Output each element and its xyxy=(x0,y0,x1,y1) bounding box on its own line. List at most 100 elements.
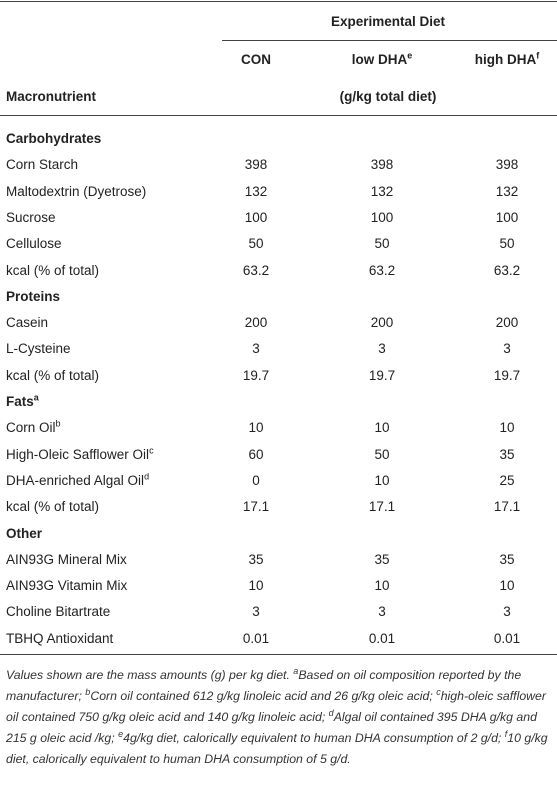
cell-value: 10 xyxy=(499,578,515,594)
cell-value: 19.7 xyxy=(242,367,270,383)
superscript: e xyxy=(407,50,413,61)
row-label: kcal (% of total) xyxy=(6,368,99,384)
row-label: DHA-enriched Algal Oild xyxy=(6,472,149,489)
cell-value: 0.01 xyxy=(242,630,270,646)
cell-value: 200 xyxy=(495,315,519,331)
footnote-marker: b xyxy=(85,686,91,697)
cell-value: 50 xyxy=(248,236,264,252)
footnote-text: Values shown are the mass amounts (g) pe… xyxy=(6,668,294,682)
row-label-text: Choline Bitartrate xyxy=(6,604,111,620)
footnote-text: Based on oil composition reported by the… xyxy=(6,668,522,703)
cell-value: 63.2 xyxy=(493,262,521,278)
section-title-text: Other xyxy=(6,525,43,541)
cell-value: 50 xyxy=(374,236,390,252)
row-label: AIN93G Vitamin Mix xyxy=(6,578,127,594)
cell-value: 398 xyxy=(244,157,268,173)
column-header-text: CON xyxy=(241,52,271,67)
row-label-text: DHA-enriched Algal Oil xyxy=(6,472,145,488)
row-label-text: kcal (% of total) xyxy=(6,262,100,278)
row-label: kcal (% of total) xyxy=(6,263,99,279)
row-label-text: kcal (% of total) xyxy=(6,499,100,515)
column-header-text: high DHA xyxy=(474,52,537,67)
cell-value: 100 xyxy=(244,209,268,225)
section-title: Proteins xyxy=(6,289,60,305)
cell-value: 0 xyxy=(252,472,260,488)
group-rule xyxy=(222,40,557,41)
cell-value: 398 xyxy=(495,157,519,173)
row-label-text: Corn Oil xyxy=(6,420,56,436)
row-label-text: Maltodextrin (Dyetrose) xyxy=(6,183,147,199)
superscript: b xyxy=(55,418,61,429)
cell-value: 50 xyxy=(499,236,515,252)
cell-value: 0.01 xyxy=(368,630,396,646)
cell-value: 10 xyxy=(248,578,264,594)
footnote-marker: c xyxy=(436,686,441,697)
footnote-marker: f xyxy=(504,728,508,739)
cell-value: 60 xyxy=(248,446,264,462)
section-title: Carbohydrates xyxy=(6,131,101,147)
row-label-text: High-Oleic Safflower Oil xyxy=(6,446,150,462)
cell-value: 398 xyxy=(370,157,394,173)
row-label: Choline Bitartrate xyxy=(6,604,110,620)
row-label-text: AIN93G Vitamin Mix xyxy=(6,578,128,594)
cell-value: 10 xyxy=(499,420,515,436)
cell-value: 100 xyxy=(370,209,394,225)
cell-value: 35 xyxy=(499,446,515,462)
cell-value: 3 xyxy=(503,341,511,357)
bottom-rule xyxy=(0,654,557,655)
row-label: Maltodextrin (Dyetrose) xyxy=(6,184,146,200)
cell-value: 17.1 xyxy=(493,499,521,515)
cell-value: 200 xyxy=(370,315,394,331)
cell-value: 63.2 xyxy=(368,262,396,278)
row-label-text: Sucrose xyxy=(6,209,56,225)
footnote-text: Corn oil contained 612 g/kg linoleic aci… xyxy=(90,689,437,703)
top-rule xyxy=(0,1,557,2)
cell-value: 10 xyxy=(374,420,390,436)
column-header-text: low DHA xyxy=(351,52,408,67)
footnote: Values shown are the mass amounts (g) pe… xyxy=(6,665,552,770)
row-label: High-Oleic Safflower Oilc xyxy=(6,445,154,463)
superscript: a xyxy=(33,392,39,403)
cell-value: 17.1 xyxy=(368,499,396,515)
footnote-text: Algal oil contained 395 DHA g/kg and 215… xyxy=(6,710,537,745)
superscript: c xyxy=(149,445,154,456)
section-title-text: Fats xyxy=(6,394,34,409)
cell-value: 200 xyxy=(244,315,268,331)
cell-value: 35 xyxy=(499,551,515,567)
cell-value: 10 xyxy=(248,420,264,436)
superscript: f xyxy=(536,50,540,61)
row-label-text: L-Cysteine xyxy=(6,341,71,357)
row-header: Macronutrient xyxy=(6,89,97,104)
cell-value: 3 xyxy=(378,604,386,620)
cell-value: 19.7 xyxy=(493,367,521,383)
footnote-marker: e xyxy=(118,728,124,739)
section-title-text: Carbohydrates xyxy=(6,131,102,146)
section-title-text: Proteins xyxy=(6,288,61,304)
column-header: CON xyxy=(241,52,271,68)
row-label: TBHQ Antioxidant xyxy=(6,631,113,647)
column-header: low DHAe xyxy=(351,50,413,68)
footnote-marker: d xyxy=(328,707,334,718)
cell-value: 3 xyxy=(252,341,260,357)
footnote-text: high-oleic safflower oil contained 750 g… xyxy=(6,689,546,724)
row-label: Cellulose xyxy=(6,236,62,252)
row-label: AIN93G Mineral Mix xyxy=(6,552,127,568)
cell-value: 19.7 xyxy=(368,367,396,383)
cell-value: 3 xyxy=(503,604,511,620)
unit-label: (g/kg total diet) xyxy=(339,89,437,104)
row-label: Casein xyxy=(6,315,48,331)
footnote-text: 4g/kg diet, calorically equivalent to hu… xyxy=(123,731,505,745)
cell-value: 50 xyxy=(374,446,390,462)
section-title: Other xyxy=(6,526,42,542)
cell-value: 3 xyxy=(252,604,260,620)
cell-value: 63.2 xyxy=(242,262,270,278)
cell-value: 35 xyxy=(248,551,264,567)
cell-value: 132 xyxy=(244,183,268,199)
row-label: Corn Starch xyxy=(6,157,78,173)
cell-value: 0.01 xyxy=(493,630,521,646)
row-label-text: Cellulose xyxy=(6,236,62,252)
group-title: Experimental Diet xyxy=(330,14,446,29)
cell-value: 35 xyxy=(374,551,390,567)
header-rule xyxy=(0,115,557,116)
